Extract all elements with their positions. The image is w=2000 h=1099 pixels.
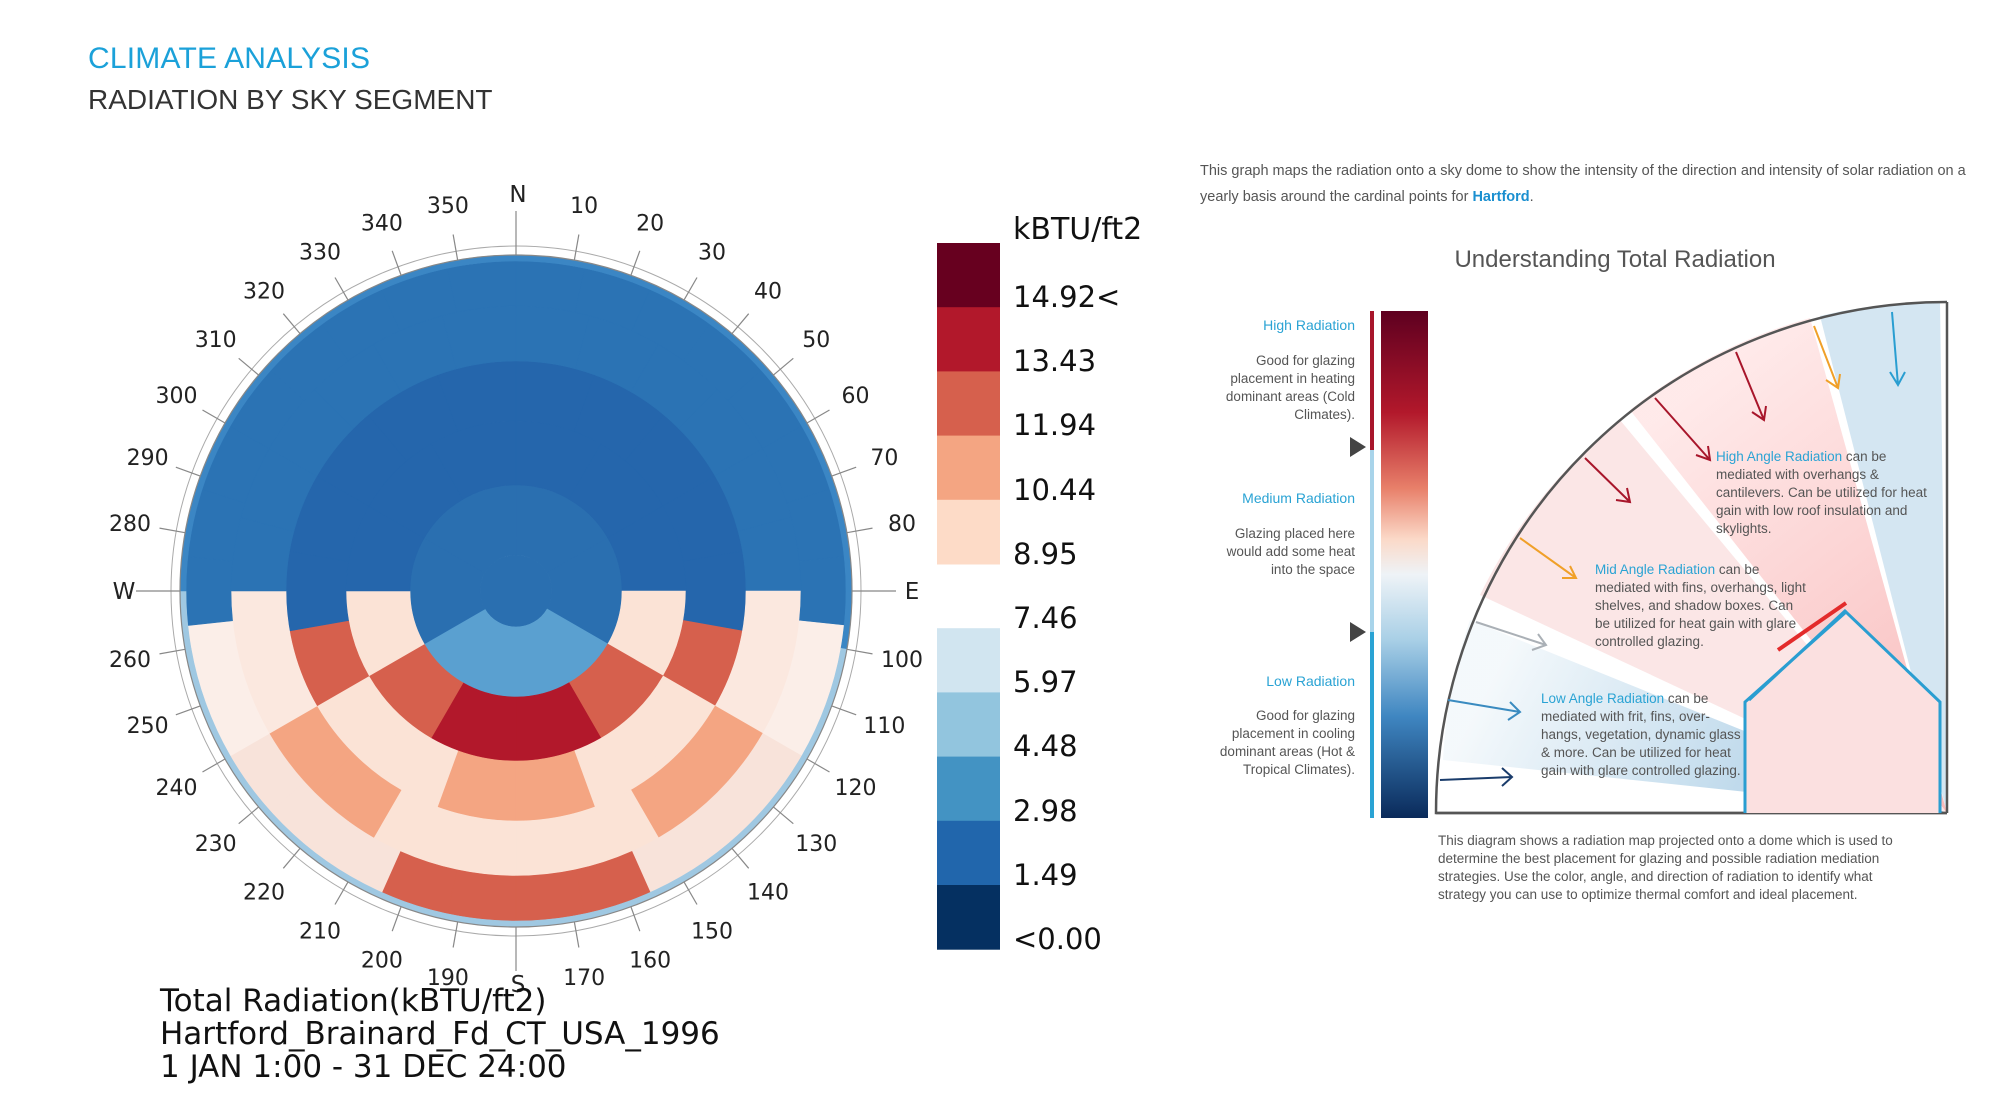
radiation-gradient-bar	[1381, 311, 1428, 818]
degree-label: 310	[195, 328, 237, 353]
degree-label: 160	[629, 948, 671, 973]
degree-label: 30	[698, 241, 726, 266]
legend-swatch	[937, 885, 1000, 950]
degree-label: 120	[835, 776, 877, 801]
degree-label: 230	[195, 832, 237, 857]
degree-label: 200	[361, 948, 403, 973]
degree-label: 210	[299, 920, 341, 945]
legend-label: 8.95	[1013, 536, 1078, 571]
low-radiation-text: Good for glazing placement in cooling do…	[1219, 708, 1355, 777]
degree-label: 100	[881, 648, 923, 673]
degree-label: 150	[691, 920, 733, 945]
legend-swatch	[937, 307, 1000, 372]
south-label: S	[511, 972, 526, 998]
degree-label: 280	[109, 512, 151, 537]
quarter-dome	[1434, 300, 1949, 815]
degree-label: 260	[109, 648, 151, 673]
medium-radiation-heading: Medium Radiation	[1242, 490, 1355, 506]
legend-label: 1.49	[1013, 857, 1078, 892]
degree-label: 20	[636, 212, 664, 237]
dome-ticks	[136, 211, 896, 971]
legend-label: 11.94	[1013, 408, 1097, 443]
degree-label: 40	[754, 280, 782, 305]
degree-label: 330	[299, 241, 341, 266]
legend-label: 10.44	[1013, 472, 1097, 507]
legend-color-bar	[937, 243, 1000, 950]
degree-label: 170	[563, 966, 605, 991]
degree-label: 140	[747, 880, 789, 905]
west-label: W	[113, 579, 136, 605]
city-name: Hartford	[1472, 189, 1530, 205]
degree-label: 190	[427, 966, 469, 991]
page-subtitle: RADIATION BY SKY SEGMENT	[88, 84, 493, 115]
legend-swatch	[937, 371, 1000, 437]
marker-arrow-icon	[1350, 437, 1366, 457]
legend-swatch	[937, 435, 1000, 501]
page-title: CLIMATE ANALYSIS	[88, 42, 371, 75]
degree-label: 240	[156, 776, 198, 801]
dome-center	[480, 555, 552, 627]
legend-label: 7.46	[1013, 601, 1078, 635]
degree-label: 10	[570, 194, 598, 219]
legend-label: 14.92<	[1013, 280, 1121, 314]
high-radiation-text: Good for glazing placement in heating do…	[1225, 353, 1355, 422]
legend-swatch	[937, 628, 1000, 693]
caption-line-1: Total Radiation(kBTU/ft2)	[160, 983, 547, 1019]
diagram-title: Understanding Total Radiation	[1454, 246, 1776, 273]
low-angle-note: Low Angle Radiation can be mediated with…	[1541, 691, 1741, 778]
legend-label: <0.00	[1013, 922, 1102, 956]
degree-label: 80	[888, 512, 916, 537]
legend-label: 13.43	[1013, 344, 1097, 379]
medium-radiation-text: Glazing placed here would add some heat …	[1226, 526, 1355, 577]
marker-arrow-icon	[1350, 622, 1366, 642]
degree-label: 220	[243, 880, 285, 905]
degree-label: 70	[870, 446, 898, 471]
intro-text: This graph maps the radiation onto a sky…	[1200, 163, 1966, 205]
degree-label: 340	[361, 212, 403, 237]
legend-unit: kBTU/ft2	[1013, 212, 1143, 247]
degree-label: 130	[795, 832, 837, 857]
mid-angle-note: Mid Angle Radiation can be mediated with…	[1595, 562, 1806, 649]
bottom-note: This diagram shows a radiation map proje…	[1438, 833, 1893, 902]
degree-label: 350	[427, 194, 469, 219]
east-label: E	[905, 579, 920, 605]
dome-segments	[179, 254, 853, 928]
legend-label: 2.98	[1013, 793, 1078, 828]
legend-swatch	[937, 499, 1000, 565]
degree-label: 250	[127, 714, 169, 739]
legend-swatch	[937, 756, 1000, 822]
low-radiation-heading: Low Radiation	[1266, 673, 1355, 689]
north-label: N	[509, 182, 526, 208]
degree-label: 300	[156, 384, 198, 409]
degree-label: 50	[802, 328, 830, 353]
legend-swatch	[937, 692, 1000, 758]
caption-line-3: 1 JAN 1:00 - 31 DEC 24:00	[160, 1049, 567, 1085]
degree-label: 60	[842, 384, 870, 409]
legend-label: 5.97	[1013, 665, 1078, 700]
legend-label: 4.48	[1013, 729, 1078, 764]
caption-line-2: Hartford_Brainard_Fd_CT_USA_1996	[160, 1016, 720, 1052]
degree-label: 290	[127, 446, 169, 471]
legend-swatch	[937, 820, 1000, 886]
degree-label: 320	[243, 280, 285, 305]
degree-label: 110	[863, 714, 905, 739]
legend-swatch	[937, 243, 1000, 308]
high-angle-note: High Angle Radiation can be mediated wit…	[1716, 449, 1927, 536]
high-radiation-heading: High Radiation	[1263, 317, 1355, 333]
